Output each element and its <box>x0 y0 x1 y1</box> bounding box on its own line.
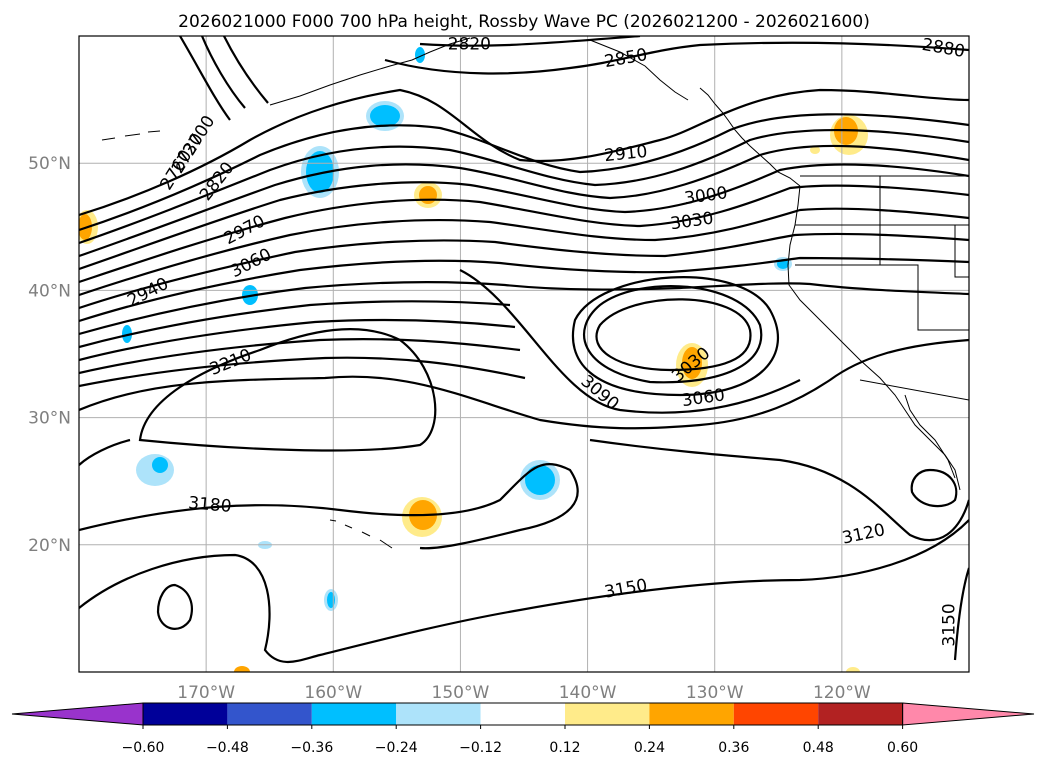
contour-line <box>223 36 269 104</box>
colorbar-tick-label: 0.60 <box>887 740 918 756</box>
colorbar-segment <box>649 703 734 725</box>
shading-layer <box>79 47 868 672</box>
y-axis-tick-labels: 20°N 30°N 40°N 50°N <box>28 154 71 556</box>
contour-line <box>79 256 969 323</box>
shade-blob <box>846 667 860 672</box>
x-tick-label: 150°W <box>432 683 490 703</box>
contour-line <box>79 356 526 388</box>
contour-line <box>179 36 231 121</box>
x-tick-label: 170°W <box>177 683 235 703</box>
gulf-alaska-coast <box>589 39 689 101</box>
height-contours <box>79 36 969 664</box>
colorbar-tick-label: 0.36 <box>718 740 749 756</box>
contour-line <box>200 36 246 109</box>
shade-blob <box>234 666 250 672</box>
colorbar-segment <box>396 703 481 725</box>
y-tick-label: 20°N <box>28 536 71 556</box>
colorbar-tick-label: 0.24 <box>634 740 665 756</box>
gridlines <box>79 36 969 672</box>
shade-blob <box>419 186 437 204</box>
colorbar-segment <box>480 703 565 725</box>
contour-line <box>79 163 969 271</box>
contour-line <box>953 567 969 661</box>
shade-blob <box>525 465 555 495</box>
contour-line <box>79 318 516 362</box>
shade-blob <box>306 151 334 193</box>
contour-line <box>79 207 969 297</box>
shade-blob <box>152 457 168 473</box>
aleutian-islands <box>101 130 161 141</box>
contour-line <box>459 269 801 414</box>
colorbar-tick-label: −0.60 <box>122 740 165 756</box>
contour-line <box>79 113 969 232</box>
y-tick-label: 50°N <box>28 154 71 174</box>
colorbar-tick-label: −0.12 <box>459 740 502 756</box>
y-tick-label: 30°N <box>28 409 71 429</box>
x-tick-label: 140°W <box>559 683 617 703</box>
colorbar-frame <box>142 702 904 726</box>
shade-blob <box>682 347 702 379</box>
contour-line <box>156 583 193 630</box>
contour-line <box>79 438 579 550</box>
shade-blob <box>327 592 335 608</box>
contour-line <box>910 468 958 508</box>
colorbar-tick-label: −0.48 <box>206 740 249 756</box>
contour-line <box>79 232 969 310</box>
chart-title: 2026021000 F000 700 hPa height, Rossby W… <box>178 12 870 32</box>
colorbar-extend-low <box>11 702 144 726</box>
hawaii-islands <box>329 519 393 549</box>
colorbar-segment <box>311 703 397 725</box>
contour-label: 3150 <box>940 603 960 646</box>
x-axis-tick-labels: 170°W 160°W 150°W 140°W 130°W 120°W <box>177 683 871 703</box>
contour-line <box>79 144 969 258</box>
x-tick-label: 160°W <box>304 683 362 703</box>
west-coast <box>787 185 961 491</box>
y-tick-label: 40°N <box>28 281 71 301</box>
california-nevada-border <box>795 264 969 331</box>
contour-label: 2910 <box>603 142 648 166</box>
colorbar-segment <box>143 703 228 725</box>
x-tick-label: 120°W <box>813 683 871 703</box>
colorbar-segment <box>733 703 819 725</box>
alaska-coast <box>269 37 471 106</box>
colorbar-extend-high <box>902 702 1035 726</box>
contour-line <box>138 327 437 452</box>
map-background <box>79 36 969 672</box>
mexico-border <box>859 379 969 401</box>
contour-line <box>595 298 752 372</box>
colorbar-tick-label: −0.36 <box>290 740 333 756</box>
contour-line <box>79 338 969 430</box>
contour-line <box>79 281 969 336</box>
map-frame <box>78 35 970 673</box>
contour-line <box>79 184 969 284</box>
shade-blob <box>810 146 820 154</box>
contour-line <box>79 88 969 217</box>
shade-blob <box>370 105 400 127</box>
colorbar-tick-label: −0.24 <box>375 740 418 756</box>
contour-label: 3180 <box>187 493 232 517</box>
contour-line <box>571 276 780 397</box>
contour-line <box>79 128 969 245</box>
colorbar-tick-label: 0.12 <box>549 740 580 756</box>
baja-coast <box>904 394 956 479</box>
state-box <box>954 224 969 278</box>
colorbar: −0.60 −0.48 −0.36 −0.24 −0.12 0.12 0.24 0.36 0.4… <box>11 702 1035 756</box>
colorbar-segment <box>227 703 312 725</box>
colorbar-tick-label: 0.48 <box>803 740 834 756</box>
shade-blob <box>122 325 132 343</box>
contour-label: 2820 <box>448 35 491 55</box>
contour-line <box>79 338 521 375</box>
x-tick-label: 130°W <box>686 683 744 703</box>
colorbar-segment <box>818 703 903 725</box>
contour-line <box>419 36 641 47</box>
contour-line <box>79 300 511 349</box>
contour-line <box>589 438 969 542</box>
contour-line <box>583 285 763 384</box>
colorbar-segment <box>565 703 650 725</box>
contour-line <box>79 519 969 664</box>
contour-line <box>384 41 969 75</box>
shade-blob <box>415 47 425 63</box>
